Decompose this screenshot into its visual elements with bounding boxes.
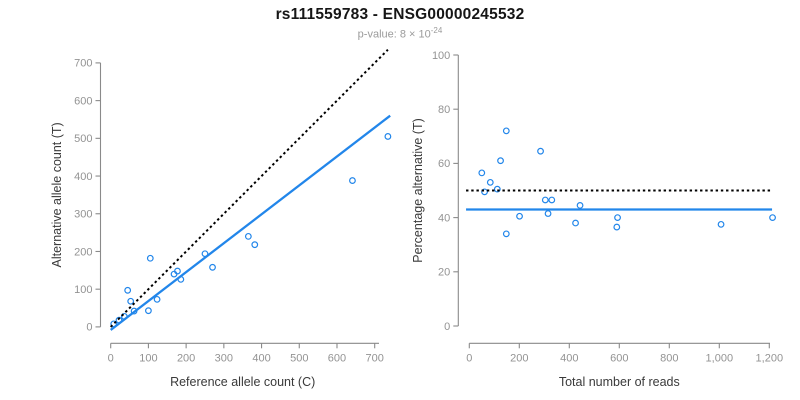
data-point: [502, 230, 510, 238]
x-tick-label: 200: [510, 352, 528, 364]
data-point: [127, 297, 135, 305]
y-tick-label: 500: [74, 133, 92, 145]
data-point: [572, 219, 579, 227]
subtitle-exponent: -24: [430, 26, 443, 35]
y-tick-label: 200: [74, 246, 92, 258]
subtitle-pvalue-text: p-value: 8 × 10: [357, 28, 431, 41]
data-point: [153, 295, 161, 303]
y-tick-label: 600: [74, 95, 92, 107]
plot-title: rs111559783 - ENSG00000245532: [275, 6, 525, 23]
data-point: [493, 185, 501, 193]
data-point: [124, 286, 132, 294]
data-point: [244, 232, 252, 240]
y-tick-label: 60: [438, 158, 450, 170]
x-tick-label: 0: [466, 352, 472, 364]
y-axis-title: Percentage alternative (T): [411, 118, 425, 263]
x-tick-label: 400: [252, 352, 270, 364]
x-tick-label: 0: [108, 352, 114, 364]
data-point: [145, 307, 152, 315]
left-plot: 0 100 200 300 400 500 600 700 0 100 200 300 400 500 60…: [50, 48, 392, 389]
data-point: [548, 196, 556, 204]
data-point: [541, 196, 549, 204]
data-point: [537, 147, 544, 155]
x-axis-title: Reference allele count (C): [170, 375, 315, 389]
regression-line: [110, 114, 391, 331]
x-tick-label: 500: [290, 352, 308, 364]
data-point: [146, 254, 154, 262]
y-tick-label: 400: [74, 171, 92, 183]
data-point: [251, 241, 259, 249]
data-point: [478, 169, 486, 177]
y-tick-label: 700: [74, 58, 92, 70]
data-point: [209, 263, 216, 271]
data-point: [769, 214, 776, 222]
data-point: [502, 127, 510, 135]
x-tick-label: 300: [215, 352, 233, 364]
data-point: [384, 133, 392, 140]
y-tick-label: 20: [438, 267, 450, 279]
y-tick-label: 80: [438, 104, 450, 116]
y-tick-label: 40: [438, 212, 450, 224]
y-tick-label: 0: [86, 322, 92, 334]
data-point: [717, 220, 725, 228]
data-point: [481, 188, 488, 196]
data-point: [544, 210, 552, 217]
right-plot: 0 200 400 600 800 1,000 1,200 0 20 40 60 80 100 Total…: [411, 50, 783, 389]
data-point: [613, 223, 621, 231]
x-tick-label: 700: [366, 352, 384, 364]
data-point: [516, 212, 523, 220]
x-tick-label: 200: [177, 352, 195, 364]
data-point: [576, 202, 584, 209]
plot-subtitle: p-value: 8 × 10-24: [0, 26, 800, 41]
x-tick-label: 600: [610, 352, 628, 364]
x-tick-label: 400: [560, 352, 578, 364]
y-tick-label: 300: [74, 209, 92, 221]
y-axis-title: Alternative allele count (T): [50, 122, 64, 267]
x-tick-label: 100: [139, 352, 157, 364]
x-axis-title: Total number of reads: [559, 375, 680, 389]
x-tick-label: 600: [328, 352, 346, 364]
y-tick-label: 100: [432, 50, 450, 62]
identity-line: [109, 48, 389, 328]
data-point: [486, 178, 494, 186]
data-point: [497, 157, 504, 165]
x-tick-label: 800: [660, 352, 678, 364]
x-tick-label: 1,200: [756, 352, 784, 364]
data-point: [614, 214, 621, 222]
x-tick-label: 1,000: [706, 352, 734, 364]
y-tick-label: 0: [444, 321, 450, 333]
data-point: [349, 177, 356, 184]
data-point: [174, 267, 181, 275]
y-tick-label: 100: [74, 284, 92, 296]
